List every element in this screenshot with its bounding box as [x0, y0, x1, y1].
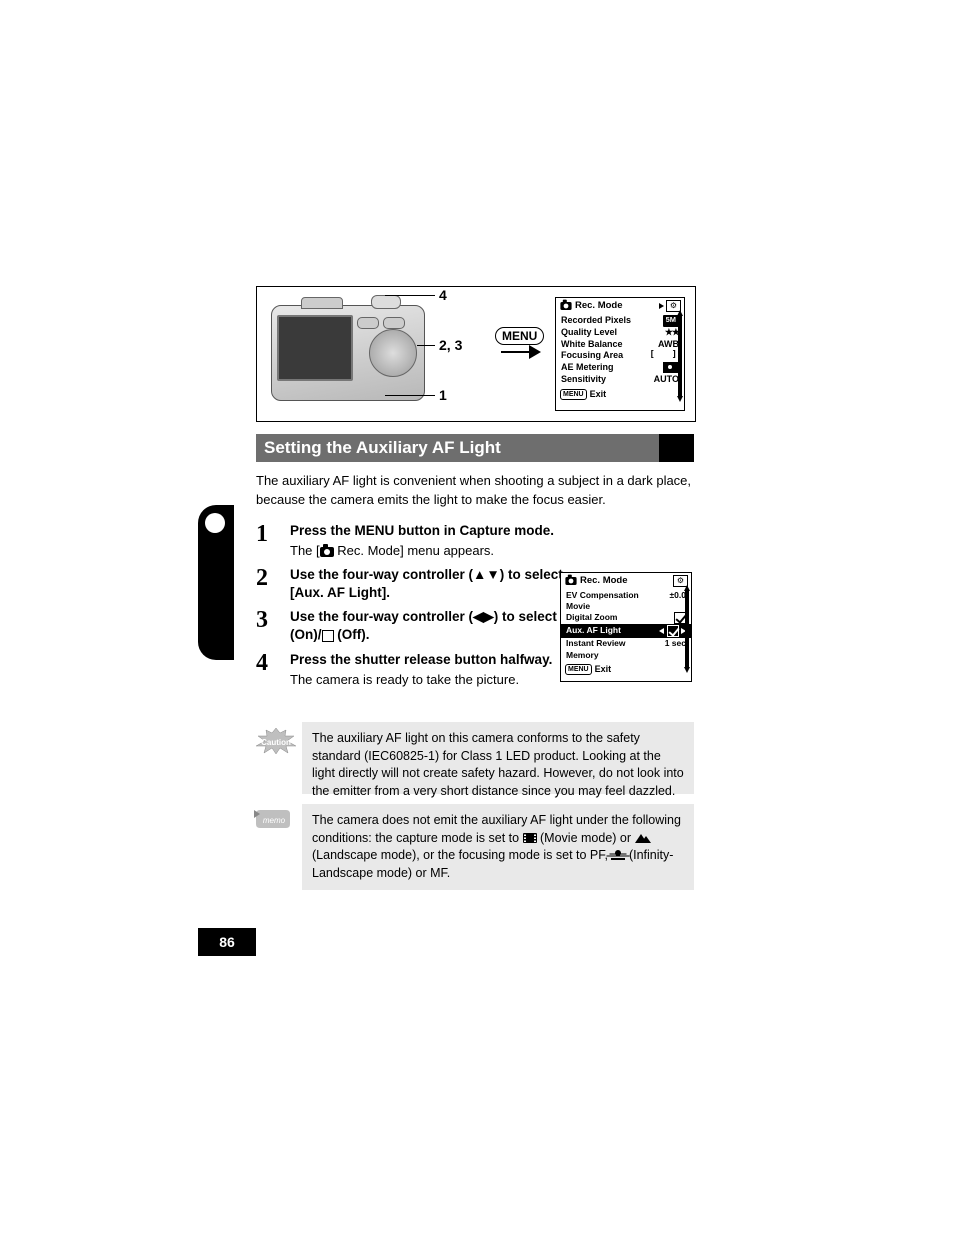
diagram-label-23: 2, 3	[439, 337, 462, 353]
camera-illustration	[271, 299, 429, 407]
section-heading: Setting the Auxiliary AF Light	[256, 434, 694, 462]
diagram-label-4: 4	[439, 287, 447, 303]
memo-box: The camera does not emit the auxiliary A…	[302, 804, 694, 890]
camera-icon	[565, 577, 576, 585]
camera-diagram: 4 2, 3 1 MENU Rec. Mode ⚙ Recorded Pixel…	[256, 286, 696, 422]
step-1: 1 Press the MENU button in Capture mode.…	[256, 522, 694, 560]
intro-text: The auxiliary AF light is convenient whe…	[256, 472, 694, 510]
menu-badge: MENU	[560, 389, 587, 400]
arrow-icon	[501, 345, 541, 359]
chapter-tab-circle	[205, 513, 225, 533]
lcd1-exit: Exit	[590, 389, 607, 401]
lcd2-exit: Exit	[595, 664, 612, 676]
chapter-title: Taking Pictures	[238, 535, 253, 638]
lcd-screen-1: Rec. Mode ⚙ Recorded Pixels5M Quality Le…	[555, 297, 685, 411]
lcd1-title: Rec. Mode	[575, 300, 623, 312]
svg-text:memo: memo	[263, 816, 286, 825]
landscape-icon	[635, 833, 651, 843]
menu-badge: MENU	[565, 664, 592, 675]
lcd-screen-2: Rec. Mode ⚙ EV Compensation±0.0 Movie Di…	[560, 572, 692, 682]
infinity-landscape-icon	[611, 850, 625, 862]
diagram-label-1: 1	[439, 387, 447, 403]
caution-box: The auxiliary AF light on this camera co…	[302, 722, 694, 794]
lcd2-title: Rec. Mode	[580, 575, 628, 587]
camera-icon	[560, 302, 571, 310]
caution-icon: Caution	[254, 728, 298, 754]
lcd2-selected-row: Aux. AF Light	[561, 624, 691, 638]
svg-text:Caution: Caution	[261, 738, 291, 747]
camera-icon	[320, 547, 334, 557]
memo-icon: memo	[254, 808, 298, 832]
movie-icon	[523, 833, 537, 843]
menu-button-label: MENU	[495, 327, 544, 345]
page-number: 86	[198, 928, 256, 956]
checkbox-off-icon	[322, 630, 334, 642]
